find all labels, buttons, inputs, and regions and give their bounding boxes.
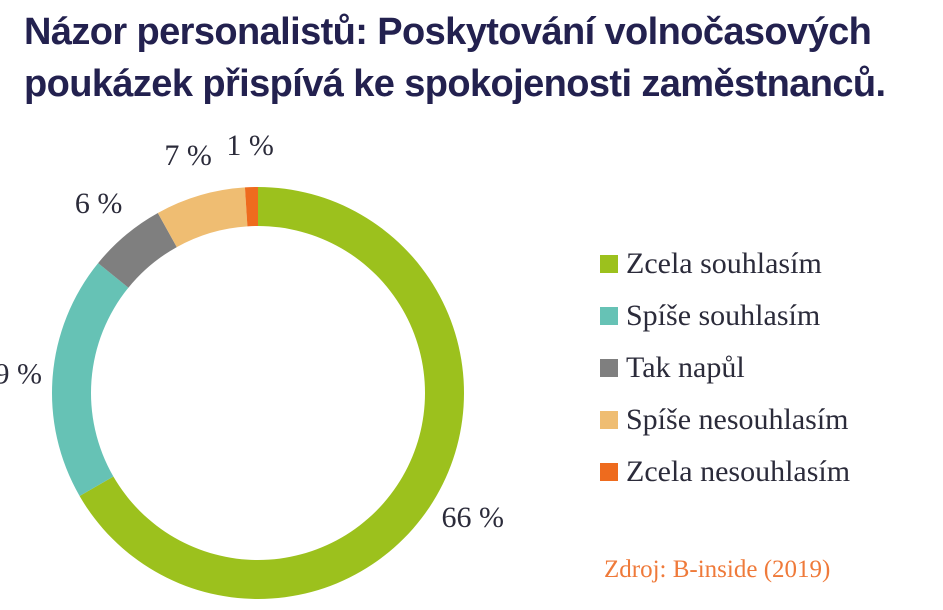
donut-slice-spise-nesouhlasim: [157, 187, 248, 248]
legend-item-zcela-souhlasim: Zcela souhlasím: [600, 238, 850, 290]
legend-item-tak-napul: Tak napůl: [600, 342, 850, 394]
legend-item-zcela-nesouhlasim: Zcela nesouhlasím: [600, 446, 850, 498]
chart-legend: Zcela souhlasím Spíše souhlasím Tak napůl S…: [600, 238, 850, 498]
donut-slices: [51, 187, 465, 599]
legend-swatch: [600, 411, 618, 429]
donut-slice-spise-souhlasim: [51, 263, 129, 496]
data-label-tak-napul: 6 %: [75, 187, 123, 220]
data-label-spise-souhlasim: 19 %: [0, 357, 42, 390]
donut-slice-zcela-nesouhlasim: [244, 187, 258, 227]
donut-slice-tak-napul: [98, 212, 177, 288]
source-note: Zdroj: B-inside (2019): [604, 556, 831, 583]
data-label-zcela-souhlasim: 66 %: [442, 501, 505, 534]
chart-title-line-1: Názor personalistů: Poskytování volnočas…: [24, 11, 872, 53]
donut-data-labels: 66 % 19 % 6 % 7 % 1 %: [0, 129, 504, 534]
legend-item-spise-souhlasim: Spíše souhlasím: [600, 290, 850, 342]
legend-label: Zcela nesouhlasím: [626, 455, 851, 488]
data-label-zcela-nesouhlasim: 1 %: [226, 129, 274, 162]
legend-swatch: [600, 359, 618, 377]
data-label-spise-nesouhlasim: 7 %: [164, 139, 212, 172]
chart-title: Názor personalistů: Poskytování volnočas…: [24, 6, 934, 110]
chart-title-line-2: poukázek přispívá ke spokojenosti zaměst…: [24, 63, 886, 105]
legend-label: Zcela souhlasím: [626, 247, 822, 280]
legend-item-spise-nesouhlasim: Spíše nesouhlasím: [600, 394, 850, 446]
legend-label: Spíše souhlasím: [626, 299, 821, 332]
legend-swatch: [600, 463, 618, 481]
legend-swatch: [600, 307, 618, 325]
legend-label: Tak napůl: [626, 351, 745, 384]
legend-label: Spíše nesouhlasím: [626, 403, 849, 436]
legend-swatch: [600, 255, 618, 273]
